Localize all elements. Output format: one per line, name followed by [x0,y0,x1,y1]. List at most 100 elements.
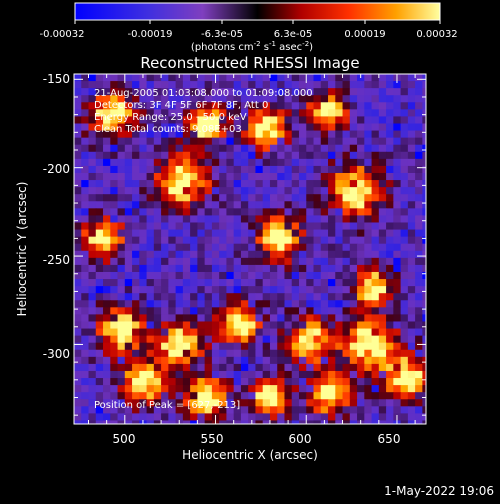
heatmap-cell [262,349,271,358]
heatmap-cell [407,321,416,330]
heatmap-cell [306,158,315,167]
heatmap-cell [364,321,373,330]
heatmap-cell [248,413,256,421]
heatmap-cell [124,187,133,195]
heatmap-cell [146,293,155,301]
heatmap-cell [328,201,336,209]
heatmap-cell [298,201,307,209]
heatmap-cell [400,215,409,224]
heatmap-cell [378,95,387,103]
heatmap-cell [306,109,315,117]
heatmap-cell [175,363,184,372]
heatmap-cell [168,194,177,202]
heatmap-cell [204,286,213,294]
heatmap-cell [393,257,402,266]
heatmap-cell [117,144,126,153]
heatmap-cell [298,300,307,308]
heatmap-cell [255,335,264,344]
heatmap-cell [422,264,426,273]
heatmap-cell [320,81,329,89]
heatmap-cell [422,293,426,301]
heatmap-cell [124,215,133,224]
heatmap-cell [81,109,90,117]
heatmap-cell [342,279,351,287]
heatmap-cell [378,116,387,125]
heatmap-cell [197,328,206,337]
heatmap-cell [349,151,358,160]
heatmap-cell [400,314,409,322]
heatmap-cell [153,392,162,400]
heatmap-cell [357,363,365,372]
heatmap-cell [204,378,213,386]
heatmap-cell [124,229,133,238]
heatmap-cell [269,314,278,322]
heatmap-cell [240,151,249,160]
heatmap-cell [139,385,148,393]
heatmap-cell [291,264,300,273]
heatmap-cell [240,102,249,110]
heatmap-cell [371,81,380,89]
heatmap-cell [233,307,242,315]
heatmap-cell [306,116,315,125]
heatmap-cell [175,158,184,167]
heatmap-cell [378,151,387,160]
heatmap-cell [393,109,402,117]
heatmap-cell [219,413,227,421]
heatmap-cell [262,151,271,160]
heatmap-cell [190,229,198,238]
heatmap-cell [313,264,322,273]
heatmap-cell [168,349,177,358]
heatmap-cell [320,328,329,337]
heatmap-cell [103,314,111,322]
heatmap-cell [269,321,278,330]
heatmap-cell [190,420,198,424]
heatmap-cell [320,116,329,125]
heatmap-cell [88,286,97,294]
heatmap-cell [328,137,336,146]
colorbar-unit-label: (photons cm-2 s-1 asec-2) [191,40,313,53]
heatmap-cell [386,378,394,386]
heatmap-cell [95,95,104,103]
heatmap-cell [357,314,365,322]
heatmap-cell [378,102,387,110]
heatmap-cell [378,215,387,224]
heatmap-cell [240,349,249,358]
heatmap-cell [124,286,133,294]
heatmap-cell [248,194,256,202]
heatmap-cell [407,314,416,322]
heatmap-cell [74,187,82,195]
heatmap-cell [117,201,126,209]
heatmap-cell [117,137,126,146]
heatmap-cell [211,194,220,202]
heatmap-cell [407,236,416,245]
heatmap-cell [146,300,155,308]
heatmap-cell [357,335,365,344]
heatmap-cell [74,349,82,358]
heatmap-cell [349,406,358,414]
heatmap-cell [342,363,351,372]
heatmap-cell [110,328,119,337]
heatmap-cell [364,194,373,202]
heatmap-cell [219,116,227,125]
heatmap-cell [298,286,307,294]
heatmap-cell [371,406,380,414]
heatmap-cell [415,187,423,195]
heatmap-cell [407,215,416,224]
heatmap-cell [386,123,394,132]
heatmap-cell [168,307,177,315]
heatmap-cell [211,335,220,344]
heatmap-cell [393,201,402,209]
heatmap-cell [240,286,249,294]
heatmap-cell [175,349,184,358]
heatmap-cell [335,279,344,287]
heatmap-cell [74,378,82,386]
heatmap-cell [386,187,394,195]
heatmap-cell [182,194,191,202]
heatmap-cell [298,158,307,167]
heatmap-cell [124,165,133,174]
heatmap-cell [269,279,278,287]
heatmap-cell [407,88,416,96]
heatmap-cell [226,257,235,266]
heatmap-cell [211,158,220,167]
heatmap-cell [262,130,271,139]
